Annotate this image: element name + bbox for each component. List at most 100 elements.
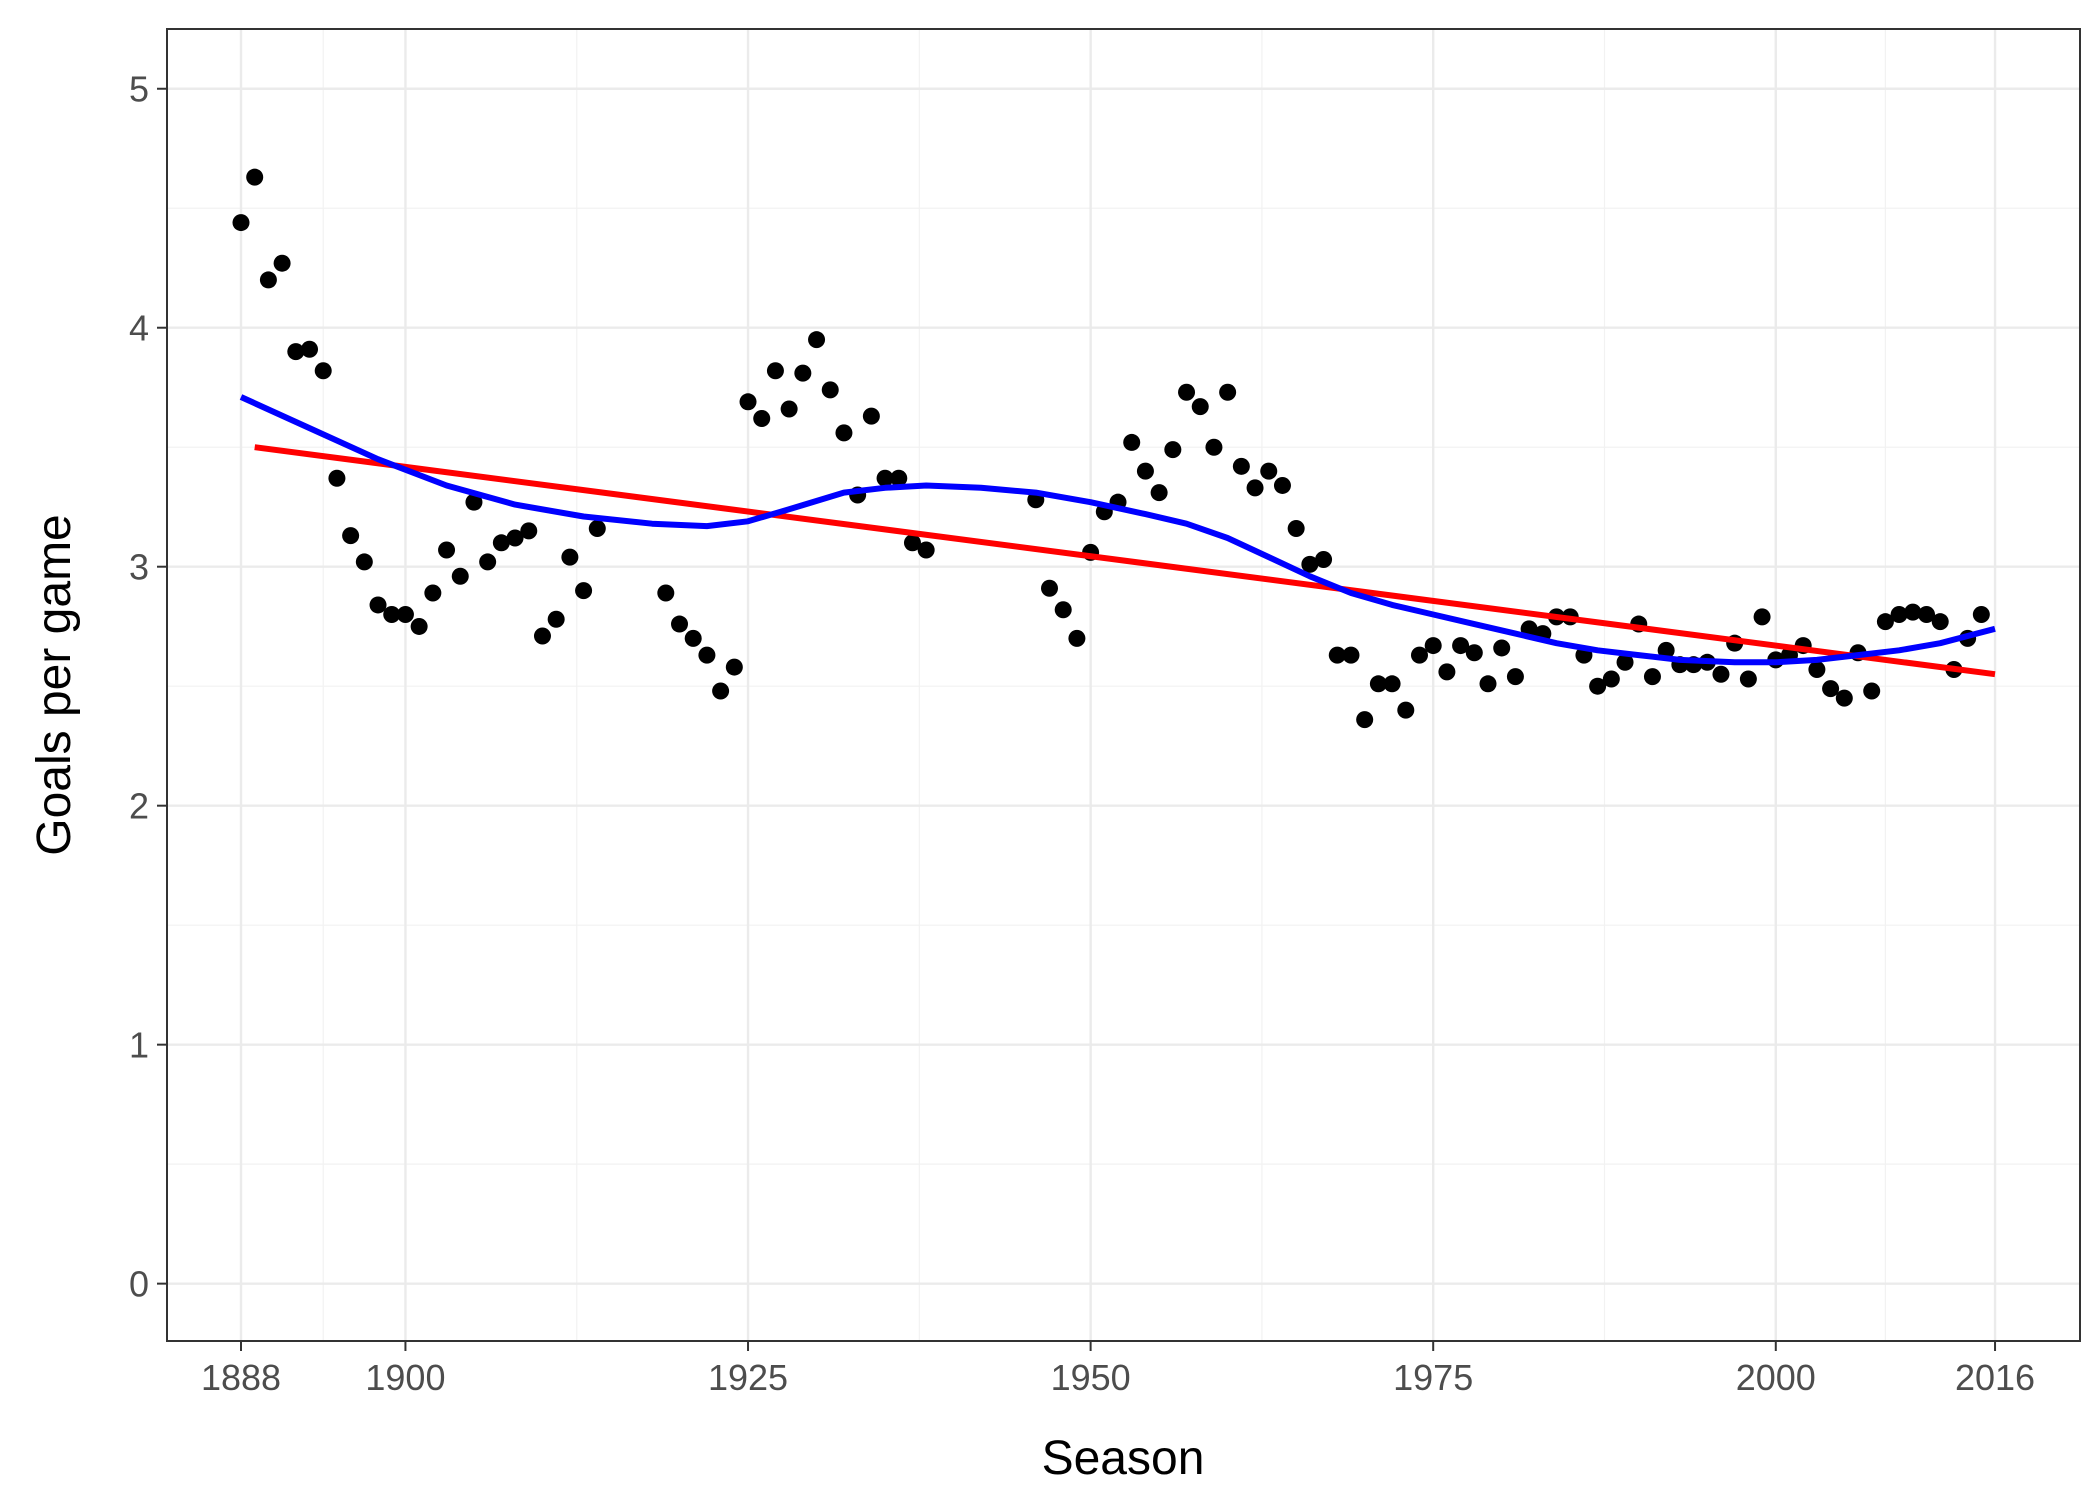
data-point xyxy=(1616,653,1634,671)
data-point xyxy=(1712,665,1730,683)
data-point xyxy=(369,596,387,614)
x-tick-label: 1950 xyxy=(1051,1357,1131,1398)
data-point xyxy=(808,331,826,349)
data-point xyxy=(246,168,264,186)
data-point xyxy=(684,629,702,647)
data-point xyxy=(479,553,497,571)
data-point xyxy=(1643,668,1661,686)
data-point xyxy=(492,534,510,552)
data-point xyxy=(1205,438,1223,456)
smooth-fit-line xyxy=(239,394,1996,666)
y-tick-label: 5 xyxy=(129,69,149,110)
series-layer xyxy=(232,168,1996,729)
data-point xyxy=(766,362,784,380)
data-point xyxy=(342,527,360,545)
y-tick-label: 2 xyxy=(129,786,149,827)
y-tick-label: 3 xyxy=(129,547,149,588)
data-point xyxy=(657,584,675,602)
data-point xyxy=(1041,579,1059,597)
data-point xyxy=(1918,606,1936,624)
data-point xyxy=(1493,639,1511,657)
x-tick-label: 1975 xyxy=(1393,1357,1473,1398)
data-point xyxy=(1301,555,1319,573)
data-point xyxy=(424,584,442,602)
data-point xyxy=(753,410,771,428)
data-point xyxy=(588,519,606,537)
y-axis-title: Goals per game xyxy=(28,514,81,856)
data-point xyxy=(1191,398,1209,416)
data-point xyxy=(520,522,538,540)
data-point xyxy=(1315,551,1333,569)
data-point xyxy=(1465,644,1483,662)
data-point xyxy=(903,534,921,552)
data-point xyxy=(1589,677,1607,695)
data-point xyxy=(1506,668,1524,686)
data-point xyxy=(1657,641,1675,659)
data-point xyxy=(1808,660,1826,678)
data-point xyxy=(1479,675,1497,693)
x-tick-label: 1925 xyxy=(708,1357,788,1398)
data-point xyxy=(780,400,798,418)
data-point xyxy=(1753,608,1771,626)
data-point xyxy=(273,254,291,272)
x-tick-label: 2016 xyxy=(1955,1357,2035,1398)
data-point xyxy=(821,381,839,399)
x-tick-label: 2000 xyxy=(1736,1357,1816,1398)
data-point xyxy=(1054,601,1072,619)
data-point xyxy=(671,615,689,633)
data-point xyxy=(287,343,305,361)
data-point xyxy=(1356,711,1374,729)
data-point xyxy=(1232,457,1250,475)
data-point xyxy=(1273,476,1291,494)
data-point xyxy=(1863,682,1881,700)
data-point xyxy=(917,541,935,559)
data-point xyxy=(1178,383,1196,401)
data-point xyxy=(1287,519,1305,537)
data-point xyxy=(698,646,716,664)
data-point xyxy=(1835,689,1853,707)
data-point xyxy=(301,340,319,358)
data-point xyxy=(1068,629,1086,647)
data-point xyxy=(438,541,456,559)
x-axis-title: Season xyxy=(1042,1432,1205,1485)
data-point xyxy=(232,214,250,232)
data-point xyxy=(1260,462,1278,480)
linear-fit-line xyxy=(254,444,1996,678)
data-point xyxy=(862,407,880,425)
data-point xyxy=(410,617,428,635)
data-point xyxy=(876,469,894,487)
data-point xyxy=(1123,433,1141,451)
data-point xyxy=(451,567,469,585)
data-point xyxy=(561,548,579,566)
data-point xyxy=(1397,701,1415,719)
data-point xyxy=(355,553,373,571)
data-point xyxy=(1410,646,1428,664)
data-point xyxy=(1822,680,1840,698)
data-point xyxy=(1972,606,1990,624)
data-point xyxy=(1438,663,1456,681)
data-point xyxy=(259,271,277,289)
data-point xyxy=(506,529,524,547)
x-tick-label: 1888 xyxy=(201,1357,281,1398)
data-point xyxy=(1890,606,1908,624)
data-point xyxy=(1150,484,1168,502)
data-point xyxy=(1739,670,1757,688)
data-point xyxy=(533,627,551,645)
data-point xyxy=(465,493,483,511)
data-point xyxy=(890,469,908,487)
data-point xyxy=(1931,613,1949,631)
data-point xyxy=(1342,646,1360,664)
data-point xyxy=(1328,646,1346,664)
data-point xyxy=(1452,637,1470,655)
x-tick-label: 1900 xyxy=(365,1357,445,1398)
data-point xyxy=(396,606,414,624)
data-point xyxy=(1369,675,1387,693)
axis-layer: 0 1 2 3 4 5 1888 1900 1925 1950 1975 2000 2016 xyxy=(129,69,2035,1398)
data-point xyxy=(1219,383,1237,401)
data-point xyxy=(725,658,743,676)
y-tick-label: 4 xyxy=(129,308,149,349)
data-point xyxy=(547,610,565,628)
data-point xyxy=(1602,670,1620,688)
data-point xyxy=(383,606,401,624)
